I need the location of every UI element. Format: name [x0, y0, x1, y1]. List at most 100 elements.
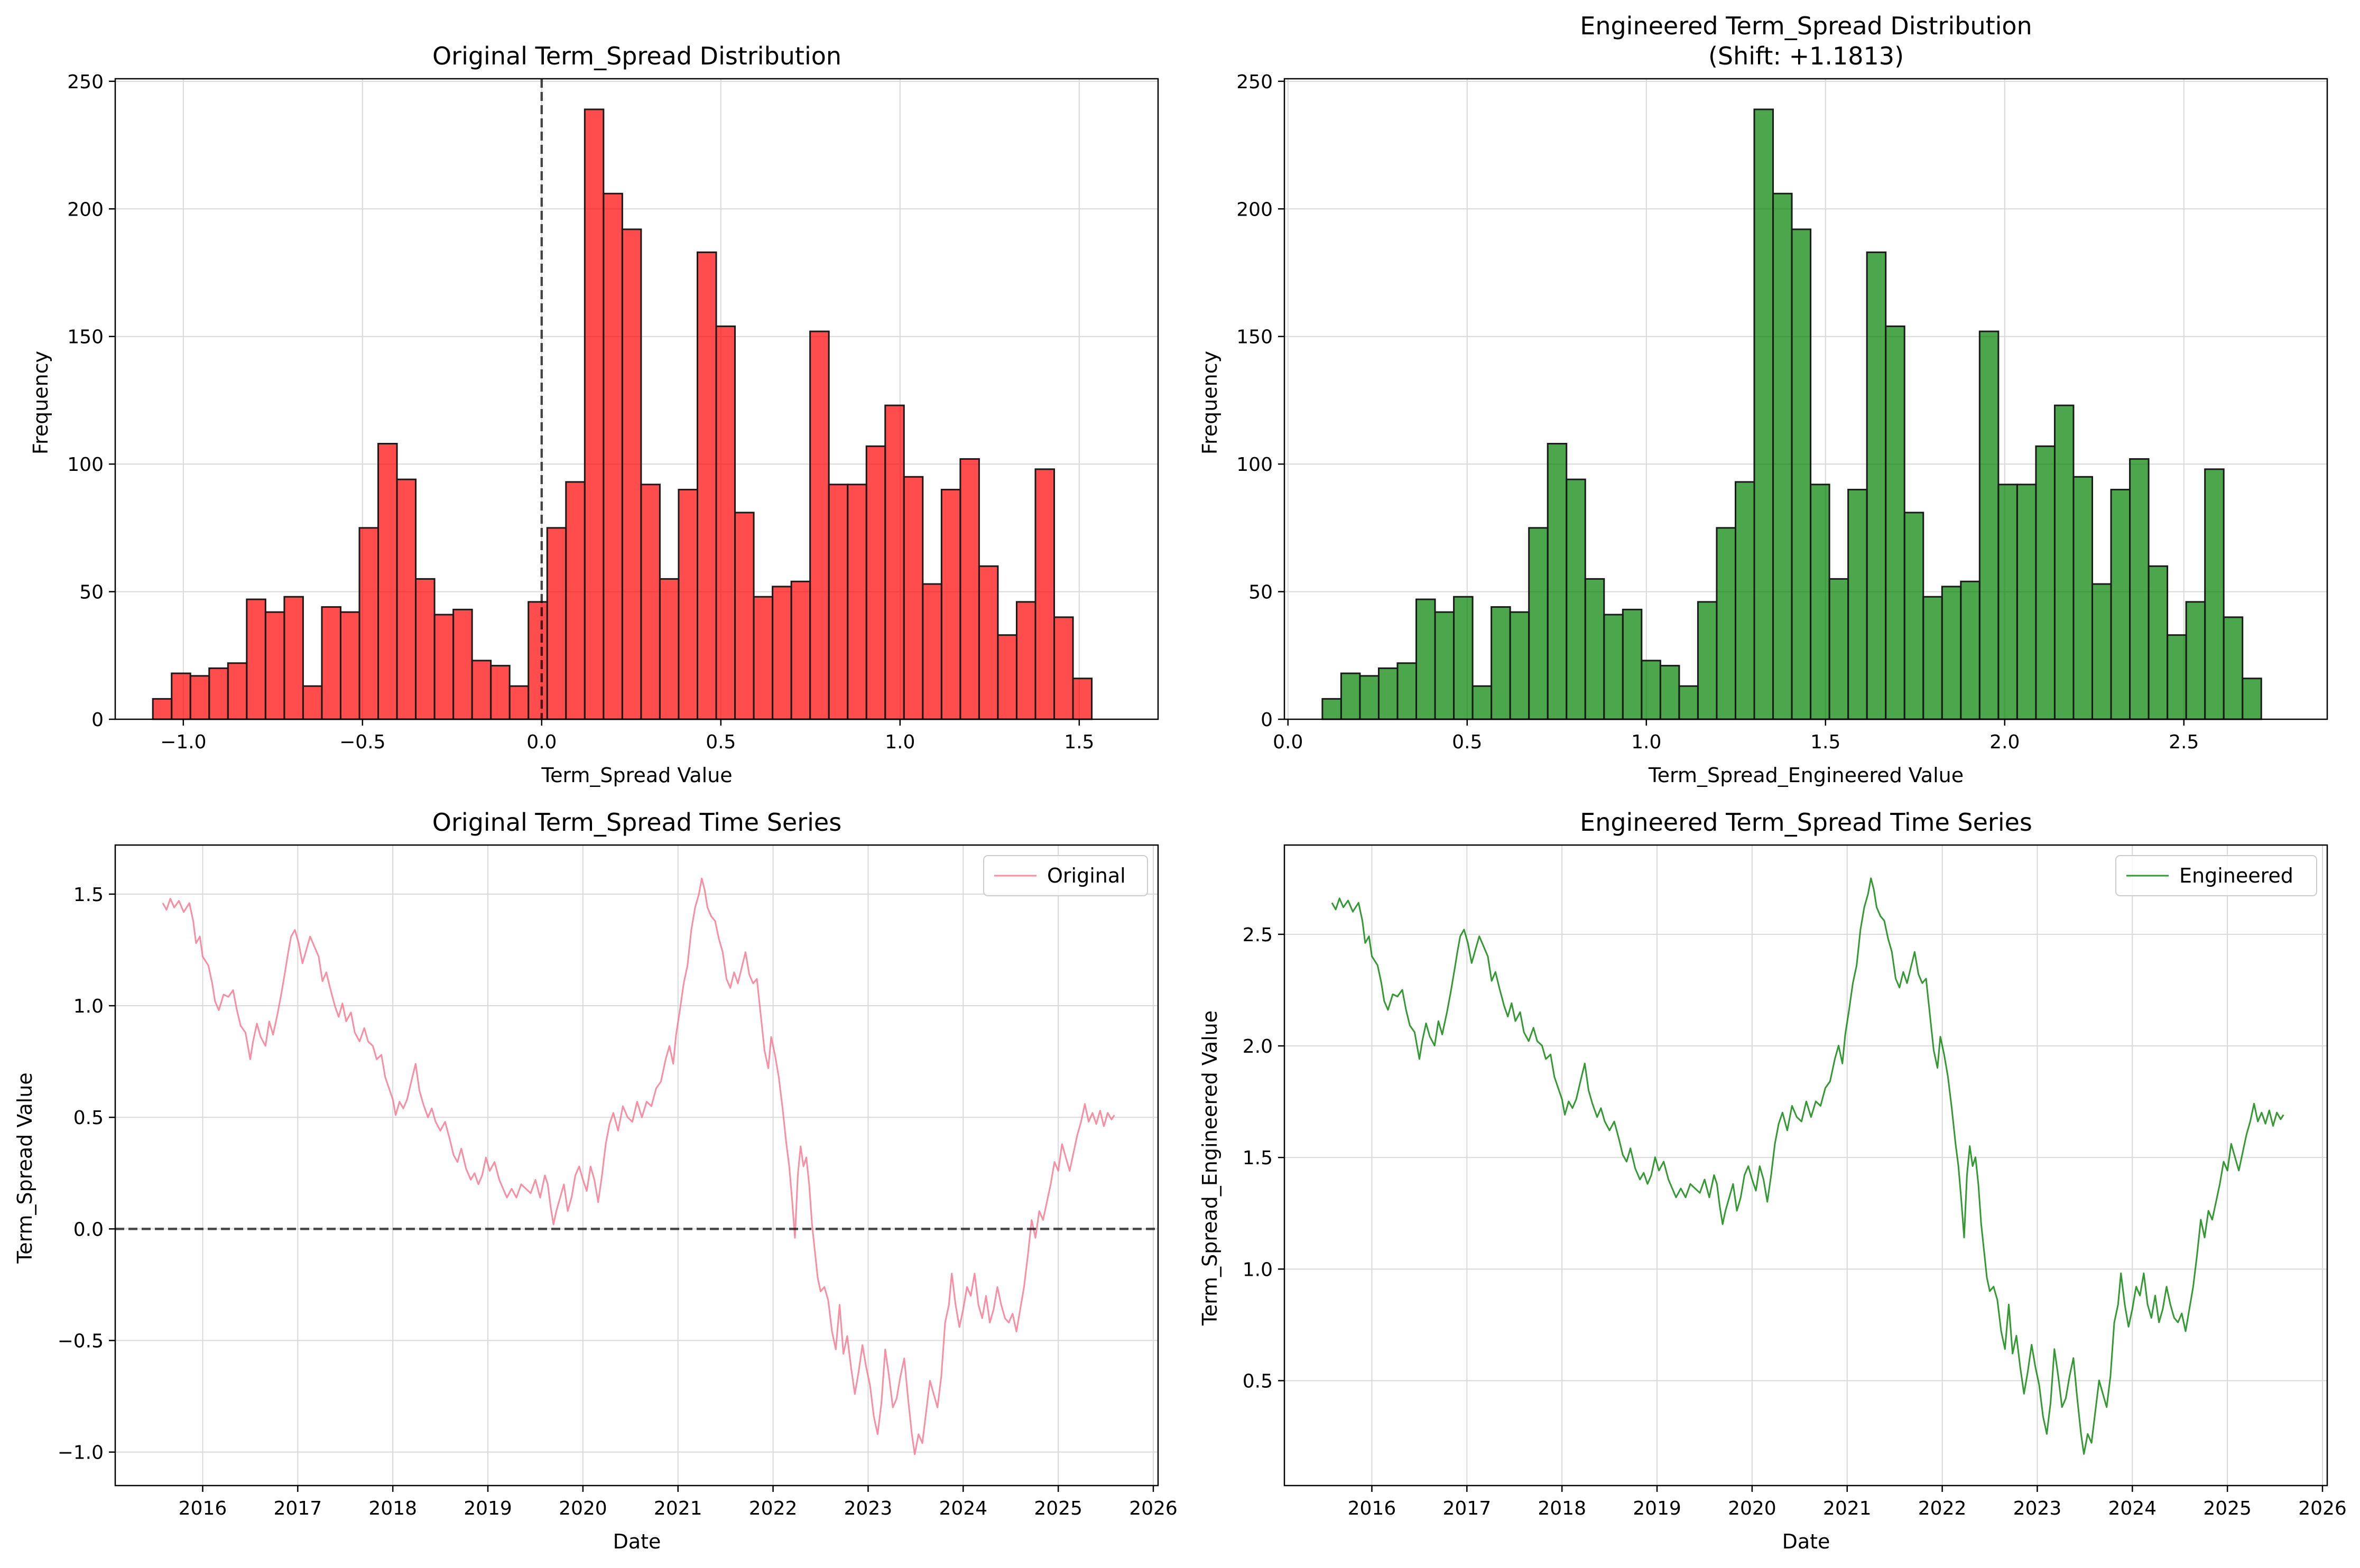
histogram-bar: [433, 614, 455, 720]
x-tick-label: 2022: [749, 1498, 798, 1519]
y-tick-label: 150: [67, 327, 104, 348]
histogram-bar: [396, 478, 417, 720]
legend-box: [983, 855, 1148, 896]
x-tick-label: 2016: [179, 1498, 227, 1519]
panel-original-timeseries: Original Term_Spread Time Series Date Te…: [13, 808, 1178, 1553]
x-tick-label: 2024: [2108, 1498, 2157, 1519]
histogram-bar: [1847, 488, 1868, 720]
panel-engineered-histogram: Engineered Term_Spread Distribution (Shi…: [1198, 12, 2328, 787]
histogram-bar: [358, 527, 380, 720]
histogram-bar: [264, 611, 285, 720]
histogram-bar: [1678, 685, 1699, 720]
axes-frame: [114, 78, 1159, 720]
y-tick-label: 0.0: [73, 1219, 104, 1240]
histogram-bar: [903, 476, 924, 720]
x-tick-label: 1.0: [1631, 731, 1661, 753]
x-tick-label: 2021: [1823, 1498, 1872, 1519]
histogram-bar: [997, 634, 1017, 720]
x-tick-label: 1.5: [1064, 731, 1094, 753]
histogram-bar: [2204, 468, 2225, 720]
y-tick-label: 0: [1261, 709, 1273, 731]
histogram-bar: [415, 578, 436, 720]
histogram-bar: [302, 685, 323, 720]
x-tick-label: 2018: [1538, 1498, 1586, 1519]
histogram-bar: [508, 685, 530, 720]
y-tick-label: 200: [67, 199, 104, 220]
legend-label: Engineered: [2179, 864, 2293, 887]
histogram-bar: [152, 698, 173, 720]
histogram-bar: [546, 527, 567, 720]
y-tick-label: 0.5: [73, 1107, 104, 1129]
chart-title: Original Term_Spread Time Series: [432, 808, 841, 837]
histogram-bar: [884, 404, 905, 720]
x-tick-label: 2020: [1728, 1498, 1776, 1519]
y-tick-label: 50: [1248, 582, 1273, 604]
histogram-bar: [1015, 601, 1036, 720]
histogram-bar: [715, 325, 736, 720]
histogram-bar: [1377, 667, 1399, 720]
y-axis-label: Frequency: [1198, 351, 1221, 454]
histogram-bar: [1791, 228, 1812, 720]
histogram-bar: [1034, 468, 1056, 720]
histogram-bar: [1434, 611, 1455, 720]
y-tick-label: 1.0: [1243, 1259, 1273, 1281]
histogram-bar: [1753, 108, 1774, 720]
histogram-bar: [959, 458, 980, 720]
histogram-bar: [1659, 665, 1680, 720]
x-tick-label: 0.0: [1273, 731, 1303, 753]
histogram-bar: [753, 596, 774, 720]
histogram-bar: [790, 580, 811, 720]
x-tick-label: 0.5: [706, 731, 736, 753]
histogram-bar: [1547, 443, 1568, 720]
histogram-bar: [1772, 192, 1793, 720]
histogram-bar: [1903, 512, 1924, 720]
chart-title: Engineered Term_Spread Time Series: [1580, 808, 2032, 837]
histogram-bar: [2148, 565, 2169, 720]
histogram-bar: [1997, 484, 2018, 720]
panel-engineered-timeseries: Engineered Term_Spread Time Series Date …: [1198, 808, 2347, 1553]
histogram-bar: [1697, 601, 1718, 720]
histogram-bar: [2242, 678, 2262, 720]
histogram-bar: [227, 662, 248, 720]
y-tick-label: 250: [67, 71, 104, 93]
x-tick-label: 2020: [559, 1498, 607, 1519]
y-tick-label: 200: [1236, 199, 1273, 220]
histogram-bar: [1866, 251, 1887, 720]
x-tick-label: 0.0: [526, 731, 557, 753]
histogram-bar: [2185, 601, 2206, 720]
histogram-bar: [603, 192, 623, 720]
histogram-bar: [659, 578, 680, 720]
histogram-bar: [696, 251, 717, 720]
x-tick-label: 2019: [1633, 1498, 1681, 1519]
histogram-bar: [2053, 404, 2075, 720]
histogram-bar: [1491, 606, 1511, 720]
series-line: [1331, 877, 2284, 1455]
y-axis-label: Frequency: [29, 351, 52, 454]
y-tick-label: 50: [79, 582, 104, 604]
histogram-bar: [189, 675, 210, 720]
histogram-bar: [452, 608, 473, 720]
histogram-bar: [1528, 527, 1549, 720]
histogram-bar: [1978, 330, 2000, 720]
histogram-bar: [1828, 578, 1849, 720]
panel-original-histogram: Original Term_Spread Distribution Term_S…: [29, 42, 1159, 787]
histogram-bar: [283, 596, 304, 720]
histogram-bar: [1734, 481, 1755, 720]
axes-frame: [1283, 844, 2328, 1487]
x-tick-label: 2017: [1443, 1498, 1492, 1519]
histogram-bar: [1566, 478, 1586, 720]
histogram-bar: [1584, 578, 1605, 720]
series-line: [162, 877, 1115, 1455]
histogram-bar: [2167, 634, 2187, 720]
histogram-bar: [978, 565, 999, 720]
y-tick-label: 150: [1236, 327, 1273, 348]
y-tick-label: 250: [1236, 71, 1273, 93]
x-tick-label: −0.5: [339, 731, 385, 753]
x-axis-label: Term_Spread_Engineered Value: [1648, 764, 1964, 787]
histogram-bar: [847, 484, 867, 720]
histogram-bar: [246, 598, 266, 720]
histogram-bar: [1415, 598, 1436, 720]
x-axis-label: Term_Spread Value: [541, 764, 732, 787]
histogram-bar: [2110, 488, 2131, 720]
